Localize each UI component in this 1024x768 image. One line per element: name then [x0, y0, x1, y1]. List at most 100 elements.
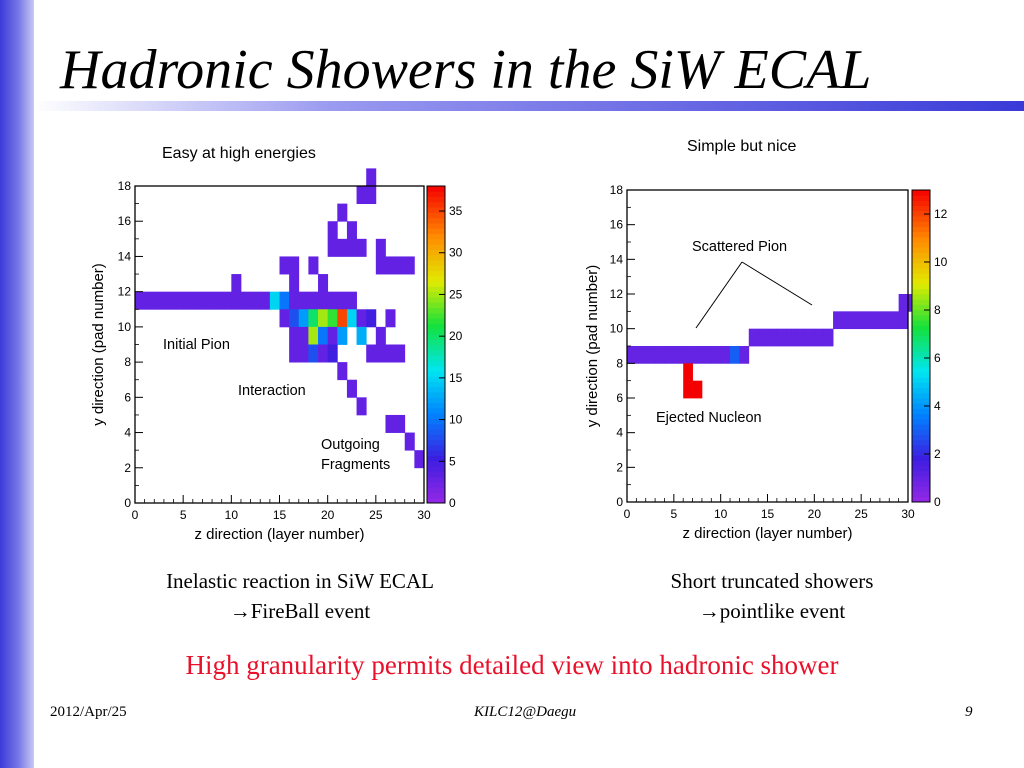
heatmap-cell: [308, 326, 319, 345]
y-tick-label: 18: [610, 183, 624, 197]
colorbar-tick-label: 2: [934, 447, 941, 461]
colorbar-segment: [912, 382, 930, 389]
heatmap-cell: [692, 346, 703, 364]
right-plot-title: Simple but nice: [687, 138, 797, 155]
colorbar-segment: [912, 304, 930, 311]
heatmap-cell: [212, 291, 223, 310]
colorbar-segment: [427, 201, 445, 208]
colorbar-tick-label: 35: [449, 204, 463, 218]
x-tick-label: 20: [321, 508, 335, 522]
y-axis-label: y direction (pad number): [584, 265, 601, 428]
colorbar-segment: [427, 360, 445, 367]
heatmap-cell: [795, 328, 806, 347]
heatmap-cell: [748, 328, 759, 347]
colorbar-segment: [427, 487, 445, 493]
colorbar-segment: [427, 275, 445, 282]
y-tick-label: 16: [118, 214, 132, 228]
x-tick-label: 5: [670, 507, 677, 521]
heatmap-cell: [814, 328, 825, 347]
colorbar-segment: [912, 273, 930, 279]
colorbar-segment: [912, 262, 930, 269]
colorbar-tick-label: 0: [934, 495, 941, 509]
heatmap-cell: [327, 291, 338, 310]
right-caption-line2-text: pointlike event: [719, 599, 846, 623]
heatmap-cell: [337, 291, 348, 310]
colorbar-segment: [912, 450, 930, 456]
heatmap-cell: [279, 291, 290, 310]
heatmap-cell: [356, 326, 367, 345]
colorbar-tick-label: 20: [449, 329, 463, 343]
heatmap-cell: [889, 311, 900, 330]
colorbar-segment: [427, 481, 445, 488]
colorbar-segment: [427, 212, 445, 219]
heatmap-cell: [385, 256, 396, 275]
colorbar-segment: [427, 296, 445, 303]
heatmap-cell: [366, 186, 377, 205]
heatmap-cell: [298, 291, 309, 310]
left-caption-line2-text: FireBall event: [250, 599, 371, 623]
colorbar-segment: [427, 323, 445, 330]
left-caption-line1: Inelastic reaction in SiW ECAL: [166, 569, 434, 593]
heatmap-cell: [337, 203, 348, 222]
heatmap-cell: [395, 344, 406, 363]
y-tick-label: 16: [610, 218, 624, 232]
colorbar-segment: [912, 346, 930, 352]
heatmap-cell: [711, 346, 722, 364]
colorbar-tick-label: 30: [449, 246, 463, 260]
heatmap-cell: [346, 379, 357, 398]
heatmap-cell: [289, 291, 300, 310]
heatmap-cell: [269, 291, 280, 310]
y-tick-label: 2: [124, 461, 131, 475]
colorbar-tick-label: 4: [934, 399, 941, 413]
heatmap-cell: [664, 346, 675, 364]
colorbar-tick-label: 6: [934, 351, 941, 365]
colorbar-segment: [427, 312, 445, 319]
y-tick-label: 8: [616, 356, 623, 370]
heatmap-cell: [346, 309, 357, 328]
colorbar-segment: [912, 372, 930, 378]
colorbar-segment: [912, 330, 930, 337]
colorbar-segment: [912, 356, 930, 363]
colorbar-segment: [427, 349, 445, 356]
heatmap-cell: [318, 274, 329, 293]
colorbar-segment: [427, 423, 445, 430]
colorbar-segment: [427, 376, 445, 382]
heatmap-cell: [366, 309, 377, 328]
colorbar-segment: [912, 283, 930, 290]
footer-date: 2012/Apr/25: [50, 704, 127, 720]
heatmap-cell: [786, 328, 796, 347]
colorbar-segment: [427, 429, 445, 435]
heatmap-cell: [298, 326, 309, 345]
colorbar-segment: [912, 398, 930, 404]
heatmap-cell: [192, 291, 203, 310]
heatmap-cell: [842, 311, 853, 330]
heatmap-cell: [337, 362, 348, 381]
colorbar-segment: [427, 476, 445, 483]
x-tick-label: 0: [132, 508, 139, 522]
heatmap-cell: [683, 363, 693, 382]
colorbar-segment: [912, 236, 930, 243]
left-caption-line2: →FireBall event: [100, 596, 500, 626]
heatmap-cell: [221, 291, 232, 310]
colorbar-segment: [427, 381, 445, 388]
heatmap-cell: [308, 309, 319, 328]
heatmap-cell: [804, 328, 815, 347]
heatmap-cell: [346, 238, 357, 257]
colorbar-segment: [912, 392, 930, 399]
y-tick-label: 12: [610, 287, 624, 301]
heatmap-cell: [337, 238, 348, 257]
colorbar-segment: [427, 418, 445, 425]
colorbar-segment: [912, 325, 930, 331]
colorbar-segment: [912, 257, 930, 264]
colorbar-segment: [912, 278, 930, 285]
heatmap-cell: [260, 291, 271, 310]
colorbar-segment: [427, 471, 445, 478]
heatmap-cell: [385, 414, 396, 433]
heatmap-cell: [879, 311, 890, 330]
annotation-interaction: Interaction: [238, 383, 306, 399]
heatmap-cell: [730, 346, 740, 364]
colorbar-tick-label: 10: [934, 255, 948, 269]
heatmap-cell: [356, 186, 367, 205]
y-tick-label: 10: [610, 322, 624, 336]
